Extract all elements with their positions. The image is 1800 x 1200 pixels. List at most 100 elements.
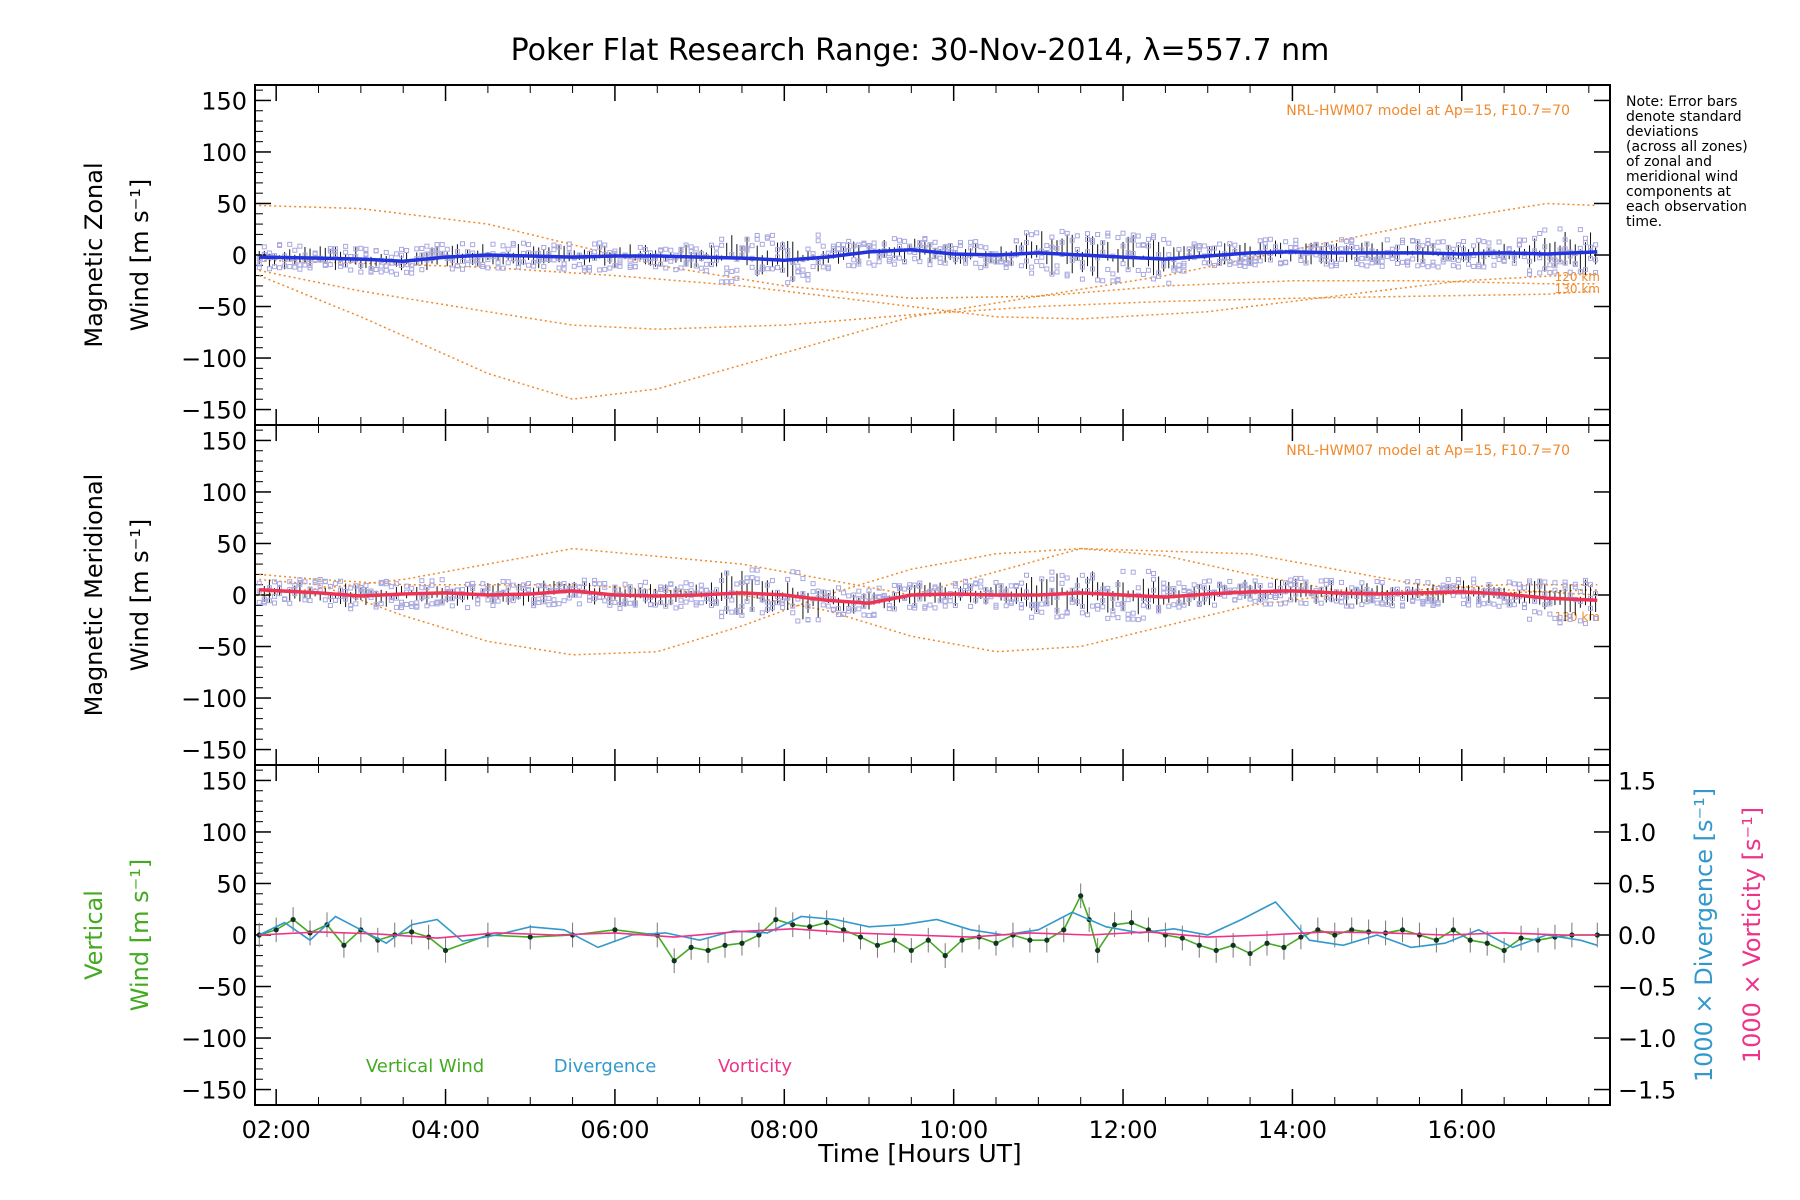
zone-point [1166, 280, 1172, 286]
zone-point [1018, 602, 1024, 608]
y2-tick-label: 0.0 [1618, 922, 1656, 950]
zone-point [1542, 602, 1548, 608]
zone-point [1471, 580, 1477, 586]
zone-point [363, 583, 369, 589]
zone-point [1227, 578, 1233, 584]
zone-point [896, 583, 902, 589]
zone-point [1496, 257, 1502, 263]
zone-point [973, 260, 979, 266]
zone-point [729, 279, 735, 285]
zone-point [673, 588, 679, 594]
zone-point [1410, 597, 1416, 603]
zone-point [683, 599, 689, 605]
zone-point [622, 581, 628, 587]
zone-point [1552, 615, 1558, 621]
zone-point [1308, 243, 1314, 249]
zone-point [1262, 601, 1268, 607]
zone-point [1542, 591, 1548, 597]
zone-point [1328, 263, 1334, 269]
x-tick-label: 10:00 [919, 1116, 988, 1144]
zone-point [851, 243, 857, 249]
zone-point [1466, 598, 1472, 604]
zone-point [663, 587, 669, 593]
zone-point [1079, 276, 1085, 282]
zone-point [1029, 232, 1035, 238]
zone-point [1064, 271, 1070, 277]
zone-point [1049, 587, 1055, 593]
zone-point [617, 605, 623, 611]
zone-point [1267, 594, 1273, 600]
zone-point [937, 598, 943, 604]
zone-point [1267, 257, 1273, 263]
zone-point [1115, 615, 1121, 621]
zone-point [1481, 601, 1487, 607]
zone-point [1039, 609, 1045, 615]
zone-point [1166, 603, 1172, 609]
zone-point [917, 242, 923, 248]
zone-point [556, 582, 562, 588]
zone-point [698, 265, 704, 271]
zone-point [1547, 270, 1553, 276]
zone-point [973, 580, 979, 586]
zone-point [429, 248, 435, 254]
zone-point [637, 583, 643, 589]
zone-point [1359, 602, 1365, 608]
zone-point [861, 241, 867, 247]
zone-point [1374, 578, 1380, 584]
zone-point [1435, 586, 1441, 592]
zone-point [1054, 614, 1060, 620]
zone-point [983, 257, 989, 263]
zone-point [1486, 240, 1492, 246]
zone-point [1105, 233, 1111, 239]
zone-point [820, 589, 826, 595]
zone-point [825, 590, 831, 596]
vertical-wind-point [840, 927, 847, 933]
zone-point [1176, 604, 1182, 610]
zone-point [1349, 603, 1355, 609]
zone-point [470, 258, 476, 264]
zone-point [1394, 254, 1400, 260]
zone-point [1130, 569, 1136, 575]
zone-point [500, 243, 506, 249]
zone-point [1405, 258, 1411, 264]
zone-point [561, 266, 567, 272]
zone-point [876, 585, 882, 591]
vertical-wind-point [756, 932, 762, 938]
zone-point [1008, 600, 1014, 606]
zone-point [1532, 598, 1538, 604]
zone-point [927, 262, 933, 268]
zone-point [739, 612, 745, 618]
zone-point [1252, 598, 1258, 604]
zone-point [795, 263, 801, 269]
zone-point [1247, 596, 1253, 602]
zone-point [343, 596, 349, 602]
zone-point [1476, 237, 1482, 243]
zone-point [480, 581, 486, 587]
zone-point [947, 243, 953, 249]
zone-point [952, 257, 958, 263]
zone-point [749, 575, 755, 581]
zone-point [896, 243, 902, 249]
zone-point [343, 249, 349, 255]
zone-point [1130, 232, 1136, 238]
vertical-wind-point [688, 944, 694, 950]
zone-point [703, 587, 709, 593]
zone-point [1288, 582, 1294, 588]
x-tick-label: 14:00 [1258, 1116, 1327, 1144]
zone-point [1161, 237, 1167, 243]
zone-point [759, 241, 765, 247]
zone-point [1252, 255, 1258, 261]
zone-point [459, 241, 465, 247]
zone-point [592, 596, 598, 602]
zone-point [399, 263, 405, 269]
zone-point [1588, 255, 1594, 261]
zone-point [383, 249, 389, 255]
zone-point [1206, 245, 1212, 251]
vertical-wind-point [773, 916, 779, 923]
zone-point [805, 246, 811, 252]
zone-point [1435, 600, 1441, 606]
zone-point [963, 578, 969, 584]
zone-point [1547, 601, 1553, 607]
zone-point [1506, 579, 1512, 585]
zone-point [1232, 260, 1238, 266]
